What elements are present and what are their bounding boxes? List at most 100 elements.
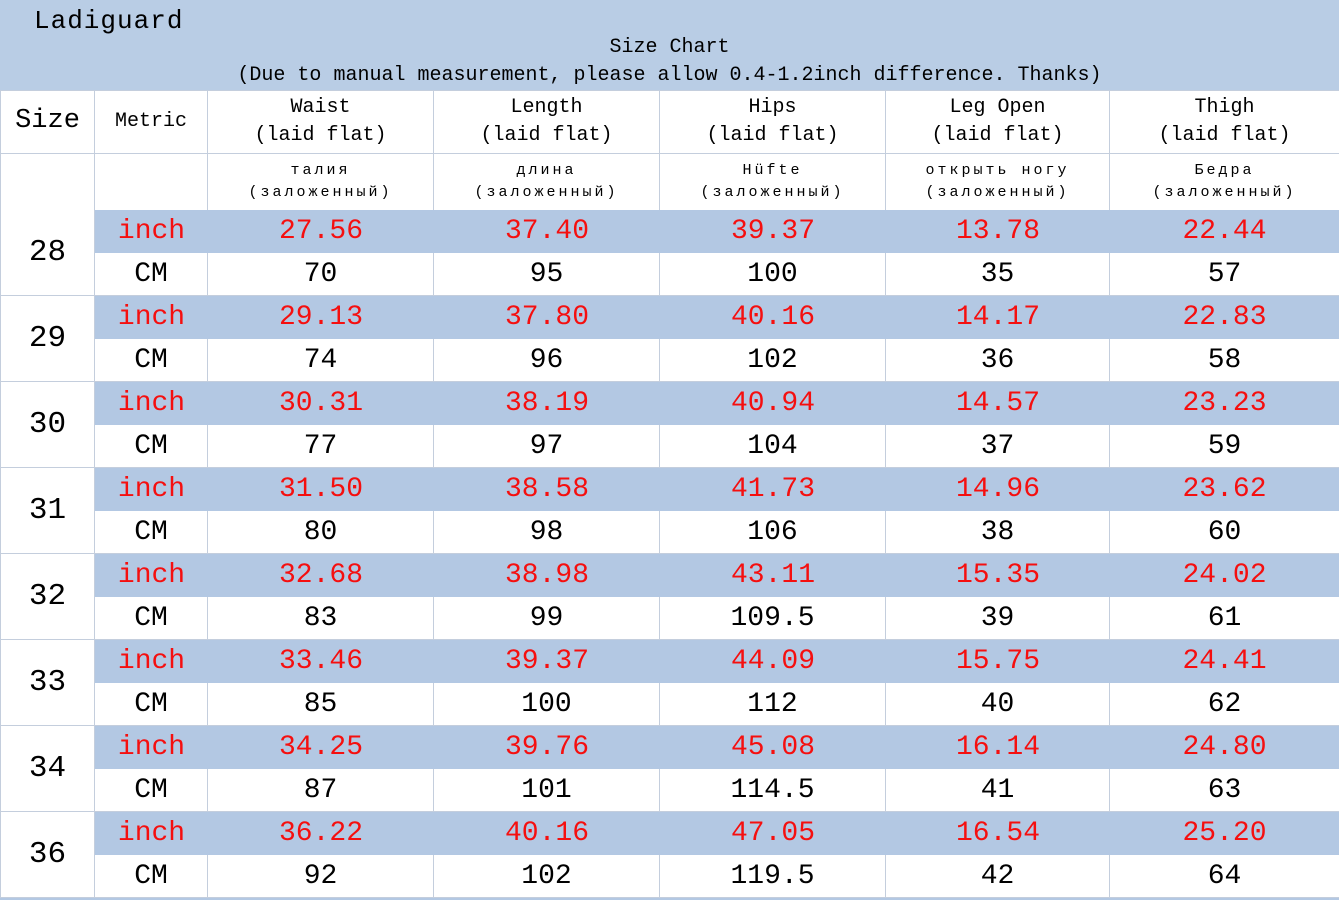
value-cell: 83	[208, 597, 434, 640]
header-band: Ladiguard Size Chart (Due to manual meas…	[0, 0, 1339, 90]
translation-cell-empty	[0, 154, 95, 210]
value-cell: 100	[434, 683, 660, 726]
size-row-group: 29 inch 29.13 37.80 40.16 14.17 22.83 CM…	[0, 296, 1339, 382]
value-cell: 112	[660, 683, 886, 726]
size-cell: 34	[0, 726, 95, 812]
value-cell: 38.98	[434, 554, 660, 597]
size-cell: 28	[0, 210, 95, 296]
value-cell: 97	[434, 425, 660, 468]
inch-row: inch 36.22 40.16 47.05 16.54 25.20	[95, 812, 1339, 855]
size-row-group: 36 inch 36.22 40.16 47.05 16.54 25.20 CM…	[0, 812, 1339, 898]
cm-row: CM 77 97 104 37 59	[95, 425, 1339, 468]
value-cell: 15.35	[886, 554, 1110, 597]
col-header-length: Length (laid flat)	[434, 90, 660, 154]
unit-label-inch: inch	[95, 554, 208, 597]
value-cell: 36	[886, 339, 1110, 382]
value-cell: 44.09	[660, 640, 886, 683]
translation-sublabel: (заложенный)	[1152, 184, 1297, 201]
value-cell: 87	[208, 769, 434, 812]
value-cell: 59	[1110, 425, 1339, 468]
value-cell: 30.31	[208, 382, 434, 425]
unit-label-cm: CM	[95, 597, 208, 640]
value-cell: 22.44	[1110, 210, 1339, 253]
value-cell: 99	[434, 597, 660, 640]
inch-row: inch 30.31 38.19 40.94 14.57 23.23	[95, 382, 1339, 425]
page-title: Size Chart	[609, 36, 730, 59]
translation-label: длина	[516, 162, 577, 180]
unit-label-cm: CM	[95, 511, 208, 554]
value-cell: 34.25	[208, 726, 434, 769]
translation-label: Бедра	[1194, 162, 1255, 180]
cm-row: CM 83 99 109.5 39 61	[95, 597, 1339, 640]
value-cell: 38.58	[434, 468, 660, 511]
inch-row: inch 33.46 39.37 44.09 15.75 24.41	[95, 640, 1339, 683]
size-row-values: inch 30.31 38.19 40.94 14.57 23.23 CM 77…	[95, 382, 1339, 468]
value-cell: 15.75	[886, 640, 1110, 683]
value-cell: 41.73	[660, 468, 886, 511]
measurement-note: (Due to manual measurement, please allow…	[237, 64, 1102, 87]
value-cell: 41	[886, 769, 1110, 812]
size-row-values: inch 36.22 40.16 47.05 16.54 25.20 CM 92…	[95, 812, 1339, 898]
col-header-sublabel: (laid flat)	[480, 124, 613, 147]
value-cell: 40	[886, 683, 1110, 726]
value-cell: 33.46	[208, 640, 434, 683]
size-cell: 29	[0, 296, 95, 382]
value-cell: 95	[434, 253, 660, 296]
translation-sublabel: (заложенный)	[700, 184, 845, 201]
value-cell: 40.94	[660, 382, 886, 425]
value-cell: 70	[208, 253, 434, 296]
value-cell: 14.57	[886, 382, 1110, 425]
value-cell: 42	[886, 855, 1110, 898]
value-cell: 96	[434, 339, 660, 382]
value-cell: 23.23	[1110, 382, 1339, 425]
bottom-strip	[0, 898, 1339, 900]
unit-label-inch: inch	[95, 812, 208, 855]
value-cell: 13.78	[886, 210, 1110, 253]
value-cell: 104	[660, 425, 886, 468]
value-cell: 29.13	[208, 296, 434, 339]
col-header-label: Leg Open	[949, 96, 1046, 119]
value-cell: 47.05	[660, 812, 886, 855]
inch-row: inch 27.56 37.40 39.37 13.78 22.44	[95, 210, 1339, 253]
value-cell: 63	[1110, 769, 1339, 812]
col-header-sublabel: (laid flat)	[1158, 124, 1291, 147]
value-cell: 92	[208, 855, 434, 898]
cm-row: CM 87 101 114.5 41 63	[95, 769, 1339, 812]
size-row-values: inch 34.25 39.76 45.08 16.14 24.80 CM 87…	[95, 726, 1339, 812]
value-cell: 98	[434, 511, 660, 554]
value-cell: 16.54	[886, 812, 1110, 855]
translation-label: талия	[290, 162, 351, 180]
value-cell: 109.5	[660, 597, 886, 640]
unit-label-cm: CM	[95, 855, 208, 898]
size-row-values: inch 29.13 37.80 40.16 14.17 22.83 CM 74…	[95, 296, 1339, 382]
cm-row: CM 70 95 100 35 57	[95, 253, 1339, 296]
col-header-leg-open: Leg Open (laid flat)	[886, 90, 1110, 154]
translation-leg-open: открыть ногу (заложенный)	[886, 154, 1110, 210]
value-cell: 14.96	[886, 468, 1110, 511]
translation-hips: Hüfte (заложенный)	[660, 154, 886, 210]
unit-label-cm: CM	[95, 683, 208, 726]
size-rows-container: 28 inch 27.56 37.40 39.37 13.78 22.44 CM…	[0, 210, 1339, 898]
value-cell: 38	[886, 511, 1110, 554]
unit-label-cm: CM	[95, 769, 208, 812]
column-header-row: Size Metric Waist (laid flat) Length (la…	[0, 90, 1339, 154]
translation-label: открыть ногу	[925, 162, 1070, 180]
value-cell: 32.68	[208, 554, 434, 597]
value-cell: 31.50	[208, 468, 434, 511]
size-row-group: 30 inch 30.31 38.19 40.94 14.57 23.23 CM…	[0, 382, 1339, 468]
unit-label-inch: inch	[95, 726, 208, 769]
col-header-sublabel: (laid flat)	[706, 124, 839, 147]
value-cell: 77	[208, 425, 434, 468]
unit-label-cm: CM	[95, 339, 208, 382]
translation-waist: талия (заложенный)	[208, 154, 434, 210]
size-row-values: inch 27.56 37.40 39.37 13.78 22.44 CM 70…	[95, 210, 1339, 296]
value-cell: 22.83	[1110, 296, 1339, 339]
translation-label: Hüfte	[742, 162, 803, 180]
value-cell: 62	[1110, 683, 1339, 726]
cm-row: CM 92 102 119.5 42 64	[95, 855, 1339, 898]
value-cell: 57	[1110, 253, 1339, 296]
value-cell: 24.80	[1110, 726, 1339, 769]
inch-row: inch 29.13 37.80 40.16 14.17 22.83	[95, 296, 1339, 339]
value-cell: 45.08	[660, 726, 886, 769]
col-header-thigh: Thigh (laid flat)	[1110, 90, 1339, 154]
